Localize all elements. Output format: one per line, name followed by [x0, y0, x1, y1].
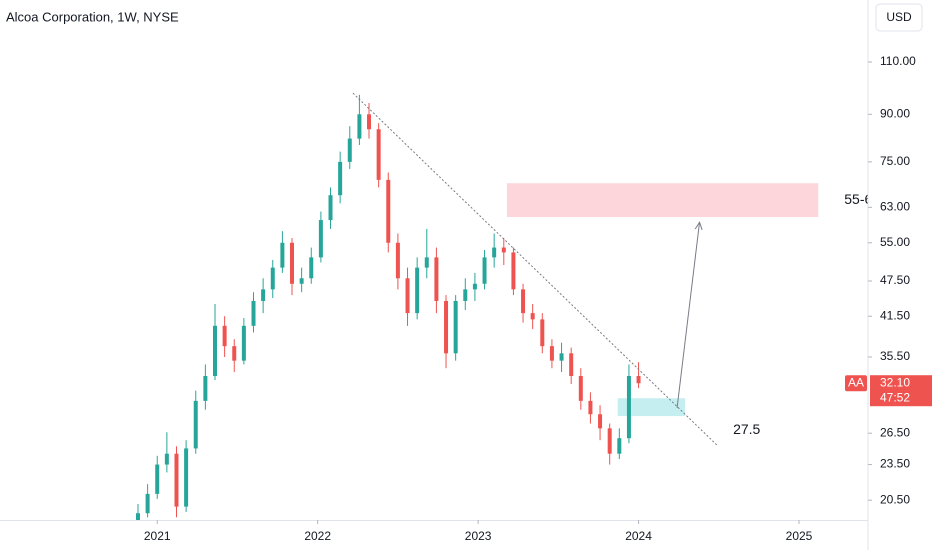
x-tick-label: 2022 — [304, 529, 331, 543]
candle-body — [212, 325, 217, 377]
plot-area: 55-6 27.5 — [135, 92, 872, 520]
candle-body — [174, 453, 179, 507]
x-tick-label: 2021 — [144, 529, 171, 543]
x-tick-label: 2024 — [625, 529, 652, 543]
candle-body — [540, 319, 545, 347]
candle-body — [521, 289, 526, 314]
symbol-tag — [845, 375, 867, 392]
y-tick-label: 75.00 — [880, 154, 910, 168]
candle-body — [501, 247, 506, 253]
trendline — [352, 92, 718, 446]
candle-body — [135, 513, 140, 520]
symbol-label: AA — [848, 375, 864, 389]
candle-body — [318, 220, 323, 258]
candle-body — [636, 376, 641, 384]
candle-body — [395, 242, 400, 279]
y-tick-label: 47.50 — [880, 273, 910, 287]
candle-body — [251, 300, 256, 326]
candle-body — [261, 289, 266, 301]
currency-button[interactable] — [875, 3, 923, 32]
x-tick-label: 2025 — [786, 529, 813, 543]
candle-body — [376, 129, 381, 180]
arrow-head — [694, 221, 703, 230]
candle-body — [617, 438, 622, 454]
y-tick-label: 26.50 — [880, 425, 910, 439]
x-tick-label: 2023 — [465, 529, 492, 543]
candle-body — [415, 267, 420, 314]
candle-body — [164, 453, 169, 465]
candle-body — [482, 257, 487, 284]
candle-body — [463, 289, 468, 301]
candle-body — [549, 346, 554, 361]
y-tick-label: 110.00 — [880, 54, 916, 68]
candle-body — [193, 400, 198, 449]
arrow — [676, 222, 701, 408]
candle-body — [424, 257, 429, 268]
candle-body — [530, 313, 535, 320]
candle-body — [347, 138, 352, 162]
candle-body — [328, 195, 333, 221]
candle-body — [434, 257, 439, 301]
candle-body — [338, 161, 343, 196]
candle-body — [578, 376, 583, 401]
candle-body — [309, 257, 314, 279]
last-price-tag — [870, 375, 932, 407]
y-tick-label: 35.50 — [880, 349, 910, 363]
candle-body — [299, 278, 304, 284]
candle-body — [559, 353, 564, 361]
candle-body — [626, 376, 631, 439]
candle-body — [270, 267, 275, 290]
y-tick-label: 90.00 — [880, 106, 910, 120]
candle-body — [280, 242, 285, 268]
candle-body — [367, 114, 372, 130]
candle-body — [444, 300, 449, 354]
candle-body — [607, 428, 612, 454]
candle-body — [222, 325, 227, 347]
candle-body — [241, 325, 246, 361]
candle-body — [290, 242, 295, 284]
y-tick-label: 20.50 — [880, 492, 910, 506]
candle-body — [155, 464, 160, 494]
candle-body — [472, 283, 477, 290]
candle-body — [569, 353, 574, 377]
support-label: 27.5 — [733, 421, 760, 437]
target-label: 55-6 — [844, 191, 872, 207]
candle-body — [453, 300, 458, 354]
candle-body — [598, 414, 603, 429]
countdown-label: 47:52 — [880, 390, 910, 404]
candle-body — [184, 448, 189, 507]
candle-body — [588, 400, 593, 415]
support-zone — [617, 398, 686, 417]
candle-body — [232, 346, 237, 361]
candle-body — [511, 252, 516, 290]
candle-body — [145, 493, 150, 514]
y-tick-label: 23.50 — [880, 457, 910, 471]
chart-title: Alcoa Corporation, 1W, NYSE — [6, 9, 179, 24]
y-tick-label: 41.50 — [880, 308, 910, 322]
target-zone — [507, 183, 819, 218]
last-price-label: 32.10 — [880, 375, 910, 389]
candle-body — [492, 247, 497, 258]
candle-body — [357, 114, 362, 139]
currency-label[interactable]: USD — [886, 10, 912, 24]
candle-body — [386, 179, 391, 243]
y-tick-label: 63.00 — [880, 200, 910, 214]
y-tick-label: 55.00 — [880, 235, 910, 249]
candle-body — [405, 278, 410, 314]
candle-body — [203, 376, 208, 401]
